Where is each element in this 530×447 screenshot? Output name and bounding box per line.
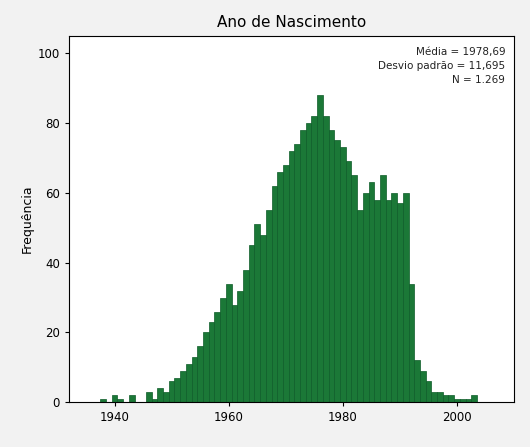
Bar	[283, 165, 289, 402]
Bar	[271, 186, 277, 402]
Bar	[329, 130, 334, 402]
Bar	[426, 381, 431, 402]
Bar	[317, 95, 323, 402]
Bar	[391, 193, 397, 402]
Bar	[340, 148, 346, 402]
Bar	[112, 395, 118, 402]
Bar	[386, 200, 391, 402]
Bar	[323, 116, 329, 402]
Bar	[260, 235, 266, 402]
Bar	[100, 399, 106, 402]
Bar	[237, 291, 243, 402]
Bar	[420, 371, 426, 402]
Bar	[209, 322, 215, 402]
Bar	[443, 395, 448, 402]
Bar	[300, 130, 306, 402]
Bar	[169, 381, 174, 402]
Bar	[243, 270, 249, 402]
Bar	[174, 378, 180, 402]
Bar	[448, 395, 454, 402]
Bar	[146, 392, 152, 402]
Bar	[380, 175, 386, 402]
Bar	[465, 399, 471, 402]
Bar	[118, 399, 123, 402]
Bar	[157, 388, 163, 402]
Bar	[203, 333, 209, 402]
Bar	[129, 395, 135, 402]
Bar	[277, 172, 283, 402]
Bar	[312, 116, 317, 402]
Bar	[180, 371, 186, 402]
Bar	[334, 140, 340, 402]
Bar	[346, 161, 351, 402]
Bar	[249, 245, 254, 402]
Bar	[397, 203, 403, 402]
Bar	[232, 304, 237, 402]
Bar	[192, 357, 197, 402]
Bar	[226, 283, 232, 402]
Bar	[403, 193, 409, 402]
Bar	[266, 210, 271, 402]
Bar	[460, 399, 465, 402]
Bar	[368, 182, 374, 402]
Bar	[437, 392, 443, 402]
Bar	[289, 151, 294, 402]
Bar	[215, 312, 220, 402]
Bar	[414, 360, 420, 402]
Bar	[294, 144, 300, 402]
Bar	[197, 346, 203, 402]
Title: Ano de Nascimento: Ano de Nascimento	[217, 16, 366, 30]
Bar	[163, 392, 169, 402]
Bar	[454, 399, 460, 402]
Bar	[351, 175, 357, 402]
Bar	[357, 210, 363, 402]
Bar	[471, 395, 477, 402]
Bar	[186, 364, 192, 402]
Bar	[306, 123, 312, 402]
Bar	[363, 193, 368, 402]
Bar	[374, 200, 380, 402]
Bar	[220, 298, 226, 402]
Bar	[431, 392, 437, 402]
Text: Média = 1978,69
Desvio padrão = 11,695
N = 1.269: Média = 1978,69 Desvio padrão = 11,695 N…	[378, 47, 505, 85]
Bar	[409, 283, 414, 402]
Bar	[152, 399, 157, 402]
Bar	[254, 224, 260, 402]
Y-axis label: Frequência: Frequência	[21, 185, 33, 253]
